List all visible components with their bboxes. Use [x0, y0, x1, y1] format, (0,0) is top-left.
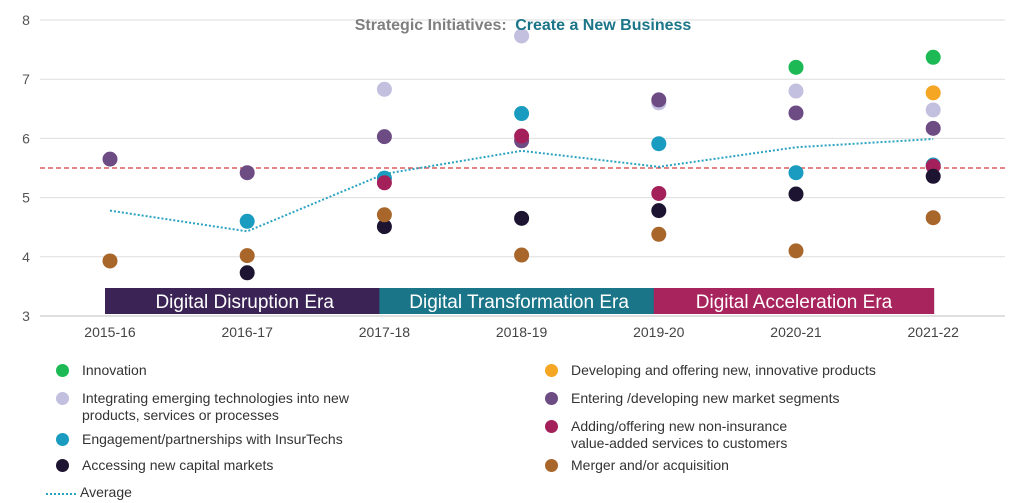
data-point [788, 83, 804, 99]
data-point [376, 129, 392, 145]
y-tick-label: 5 [22, 190, 30, 206]
data-point [925, 120, 941, 136]
era-label: Digital Disruption Era [155, 292, 334, 313]
data-point [376, 207, 392, 223]
data-points [102, 28, 941, 281]
data-point [925, 168, 941, 184]
x-tick-label: 2018-19 [496, 324, 548, 340]
data-point [376, 175, 392, 191]
title-part2: Create a New Business [515, 17, 691, 34]
era-label: Digital Acceleration Era [696, 292, 893, 313]
era-band [653, 288, 935, 314]
era-band [105, 288, 385, 314]
grid [40, 19, 1005, 317]
data-point [651, 136, 667, 152]
x-tick-label: 2015-16 [84, 324, 136, 340]
data-point [925, 49, 941, 65]
data-point [239, 165, 255, 181]
data-point [514, 210, 530, 226]
y-tick-label: 8 [22, 12, 30, 28]
data-point [788, 59, 804, 75]
y-tick-label: 6 [22, 130, 30, 146]
x-tick-label: 2016-17 [222, 324, 274, 340]
era-band [379, 288, 659, 314]
data-point [925, 210, 941, 226]
data-point [788, 186, 804, 202]
x-tick-label: 2017-18 [359, 324, 411, 340]
data-point [102, 151, 118, 167]
x-tick-label: 2019-20 [633, 324, 685, 340]
data-point [788, 105, 804, 121]
y-tick-label: 4 [22, 249, 30, 265]
x-axis: 2015-16 2016-17 2017-18 2018-19 2019-20 2020-… [84, 324, 959, 340]
data-point [651, 203, 667, 219]
data-point [514, 106, 530, 122]
chart-title: Strategic Initiatives: Create a New Busi… [355, 17, 692, 34]
era-label: Digital Transformation Era [409, 292, 629, 313]
data-point [925, 102, 941, 118]
data-point [651, 92, 667, 108]
data-point [102, 253, 118, 269]
data-point [239, 248, 255, 264]
data-point [239, 265, 255, 281]
title-part1: Strategic Initiatives: [355, 17, 507, 34]
y-tick-label: 3 [22, 308, 30, 324]
data-point [788, 165, 804, 181]
data-point [788, 243, 804, 259]
x-tick-label: 2021-22 [908, 324, 960, 340]
x-tick-label: 2020-21 [770, 324, 822, 340]
data-point [651, 226, 667, 242]
era-bands: Digital Disruption Era Digital Transforma… [105, 288, 935, 314]
data-point [514, 247, 530, 263]
data-point [514, 28, 530, 44]
data-point [925, 85, 941, 101]
data-point [239, 213, 255, 229]
y-tick-label: 7 [22, 71, 30, 87]
data-point [514, 128, 530, 144]
data-point [376, 81, 392, 97]
data-point [376, 219, 392, 235]
y-axis: 3 4 5 6 7 8 [22, 12, 30, 324]
data-point [651, 185, 667, 201]
